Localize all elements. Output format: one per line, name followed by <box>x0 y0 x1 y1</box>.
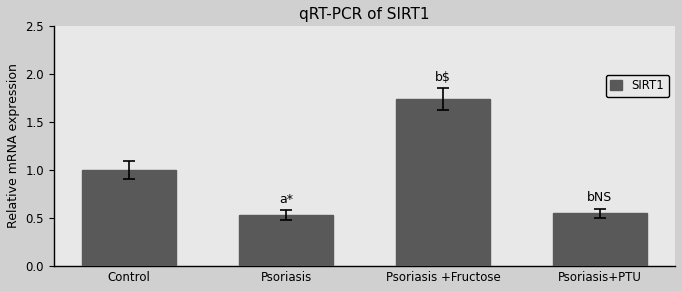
Legend: SIRT1: SIRT1 <box>606 75 669 97</box>
Bar <box>239 215 333 266</box>
Bar <box>552 213 647 266</box>
Text: b$: b$ <box>435 70 451 84</box>
Y-axis label: Relative mRNA expression: Relative mRNA expression <box>7 64 20 228</box>
Bar <box>82 170 176 266</box>
Text: a*: a* <box>279 193 293 206</box>
Title: qRT-PCR of SIRT1: qRT-PCR of SIRT1 <box>299 7 430 22</box>
Bar <box>396 99 490 266</box>
Text: bNS: bNS <box>587 191 612 204</box>
